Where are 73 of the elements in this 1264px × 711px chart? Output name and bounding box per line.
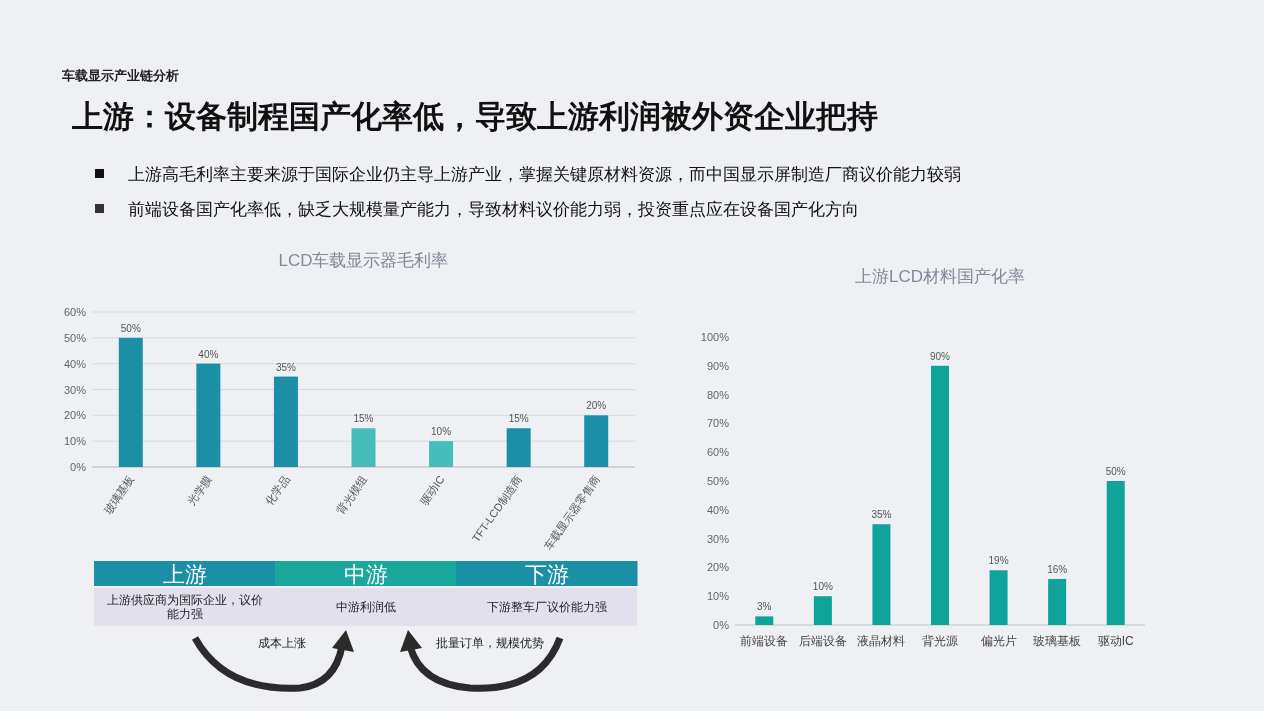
x-tick-label: 偏光片 xyxy=(980,634,1017,648)
chart-title: 上游LCD材料国产化率 xyxy=(854,267,1026,286)
x-tick-label: 车载显示器零售商 xyxy=(541,473,602,553)
text: 上游高毛利率主要来源于国际企业仍主导上游产业，掌握关键原材料资源，而中国显示屏制造厂商议价能力较弱 xyxy=(128,165,961,183)
data-label: 19% xyxy=(988,555,1009,567)
y-tick-label: 40% xyxy=(706,503,730,516)
data-label: 50% xyxy=(1105,466,1126,477)
x-tick-label: 背光源 xyxy=(922,634,958,648)
data-label: 90% xyxy=(929,350,951,362)
bar xyxy=(872,524,891,625)
x-tick-label: 驱动IC xyxy=(1097,634,1135,648)
y-tick-label: 60% xyxy=(706,446,730,459)
text: 上游：设备制程国产化率低，导致上游利润被外资企业把持 xyxy=(71,98,878,134)
x-tick-label: 玻璃基板 xyxy=(101,473,137,517)
y-tick-label: 0% xyxy=(713,619,730,631)
bar xyxy=(931,365,949,625)
x-tick-label: 前端设备 xyxy=(740,634,789,648)
y-tick-label: 80% xyxy=(706,388,730,401)
data-label: 15% xyxy=(353,413,374,425)
x-tick-label: 化学品 xyxy=(262,473,292,508)
text: 车载显示产业链分析 xyxy=(61,68,179,83)
data-label: 35% xyxy=(275,361,297,373)
x-tick-label: 驱动IC xyxy=(417,473,447,508)
bar xyxy=(429,441,454,467)
bar xyxy=(813,596,832,625)
bar xyxy=(989,570,1008,625)
text: 批量订单，规模优势 xyxy=(436,637,544,649)
x-tick-label: 玻璃基板 xyxy=(1033,634,1082,648)
y-tick-label: 20% xyxy=(706,561,730,574)
y-tick-label: 20% xyxy=(63,409,87,422)
y-tick-label: 50% xyxy=(706,475,730,487)
data-label: 20% xyxy=(586,400,607,412)
x-tick-label: 光学膜 xyxy=(185,473,214,508)
data-label: 40% xyxy=(198,348,219,360)
y-tick-label: 10% xyxy=(63,435,87,448)
y-tick-label: 90% xyxy=(706,359,730,372)
y-tick-label: 30% xyxy=(706,532,730,545)
y-tick-label: 100% xyxy=(700,331,730,343)
category-label: 上游 xyxy=(162,562,207,587)
data-label: 16% xyxy=(1047,563,1068,575)
bar xyxy=(506,428,531,467)
y-tick-label: 50% xyxy=(63,331,87,344)
y-tick-label: 0% xyxy=(70,461,87,473)
data-label: 15% xyxy=(508,413,529,425)
text: 前端设备国产化率低，缺乏大规模量产能力，导致材料议价能力弱，投资重点应在设备国产化方向 xyxy=(128,200,859,218)
category-label: 中游 xyxy=(343,562,388,587)
text: 上游供应商为国际企业，议价能力强 xyxy=(106,593,263,620)
y-tick-label: 40% xyxy=(63,357,87,370)
data-label: 50% xyxy=(120,322,141,334)
bar xyxy=(584,415,609,467)
x-tick-label: 后端设备 xyxy=(798,634,847,648)
bar xyxy=(118,337,143,467)
x-tick-label: 液晶材料 xyxy=(857,634,906,648)
text: 下游整车厂议价能力强 xyxy=(486,600,607,613)
data-label: 3% xyxy=(757,601,772,613)
data-label: 10% xyxy=(431,426,452,438)
category-label: 下游 xyxy=(524,562,569,587)
data-label: 10% xyxy=(812,581,833,593)
bar xyxy=(351,428,376,467)
chart-title: LCD车载显示器毛利率 xyxy=(278,251,449,270)
y-tick-label: 60% xyxy=(63,306,87,318)
text: 中游利润低 xyxy=(335,600,396,613)
text: 成本上涨 xyxy=(258,637,306,649)
bar xyxy=(196,363,221,467)
bar xyxy=(755,616,774,625)
y-tick-label: 70% xyxy=(706,417,730,430)
bar xyxy=(273,376,298,467)
y-tick-label: 30% xyxy=(63,383,87,396)
x-tick-label: 背光模组 xyxy=(334,473,370,517)
y-tick-label: 10% xyxy=(706,590,730,603)
bar xyxy=(1106,481,1125,625)
bar xyxy=(1048,578,1067,625)
data-label: 35% xyxy=(871,509,892,521)
